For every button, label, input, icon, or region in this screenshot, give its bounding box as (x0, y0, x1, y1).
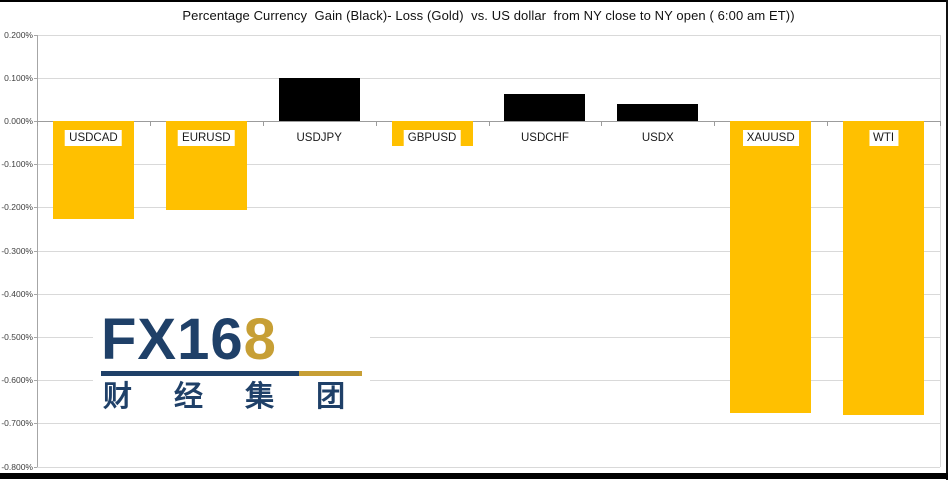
fx168-watermark: FX168 财 经 集 团 (93, 306, 371, 416)
y-tick-label: -0.600% (1, 375, 33, 386)
bar-wti (843, 121, 925, 416)
gridline (37, 34, 940, 36)
x-axis-tick (940, 121, 941, 127)
y-tick-label: -0.800% (1, 461, 33, 472)
bar-label-usdchf: USDCHF (516, 130, 573, 146)
bar-label-gbpusd: GBPUSD (403, 130, 461, 146)
gridline (37, 164, 940, 166)
x-axis-tick (714, 121, 716, 127)
plot-right-border (940, 35, 941, 467)
fx168-logo-digit8: 8 (243, 307, 277, 372)
fx168-logo-text: FX168 (101, 311, 362, 369)
y-axis-tick (34, 336, 37, 338)
gridline (37, 380, 940, 382)
fx168-logo-cjk: 财 经 集 团 (103, 381, 363, 413)
y-tick-label: -0.400% (1, 288, 33, 299)
y-axis-tick (34, 423, 37, 425)
gridline (37, 336, 940, 338)
y-tick-label: -0.100% (1, 159, 33, 170)
x-axis-tick (488, 121, 490, 127)
bar-usdjpy (278, 78, 360, 122)
top-border (0, 0, 948, 2)
bar-xauusd (730, 121, 812, 413)
x-axis-tick (149, 121, 151, 127)
gridline (37, 293, 940, 295)
bar-label-eurusd: EURUSD (178, 130, 235, 146)
y-tick-label: 0.000% (4, 115, 33, 126)
fx168-logo-underline (101, 371, 363, 376)
y-tick-label: 0.200% (4, 29, 33, 40)
underline-navy-segment (101, 371, 300, 376)
y-axis-tick (34, 466, 37, 468)
gridline (37, 77, 940, 79)
bar-label-wti: WTI (869, 130, 899, 146)
y-tick-label: -0.300% (1, 245, 33, 256)
fx168-logo-prefix: FX16 (101, 307, 244, 372)
bar-label-usdjpy: USDJPY (292, 130, 346, 146)
y-axis-tick (34, 250, 37, 252)
x-axis-tick (601, 121, 603, 127)
y-axis-tick (34, 380, 37, 382)
gridline (37, 207, 940, 209)
bar-label-xauusd: XAUUSD (742, 130, 799, 146)
x-axis-tick (375, 121, 377, 127)
bar-usdx (617, 103, 699, 122)
y-tick-label: 0.100% (4, 72, 33, 83)
chart-title: Percentage Currency Gain (Black)- Loss (… (182, 8, 795, 23)
y-axis-line (37, 35, 38, 467)
y-axis-tick (34, 207, 37, 209)
bar-label-usdcad: USDCAD (65, 130, 122, 146)
bar-label-usdx: USDX (637, 130, 678, 146)
y-axis-tick (34, 120, 37, 122)
x-axis-tick (37, 121, 38, 127)
underline-gold-segment (299, 371, 363, 376)
y-tick-label: -0.700% (1, 418, 33, 429)
y-axis-tick (34, 293, 37, 295)
gridline (37, 250, 940, 252)
y-tick-label: -0.500% (1, 331, 33, 342)
x-axis-tick (262, 121, 264, 127)
bottom-border (0, 473, 948, 479)
y-tick-label: -0.200% (1, 202, 33, 213)
gridline (37, 466, 940, 468)
y-axis-tick (34, 34, 37, 36)
bar-usdchf (504, 94, 586, 122)
x-axis-tick (827, 121, 829, 127)
right-border (946, 0, 948, 480)
gridline (37, 423, 940, 425)
y-axis-tick (34, 77, 37, 79)
y-axis-tick (34, 164, 37, 166)
